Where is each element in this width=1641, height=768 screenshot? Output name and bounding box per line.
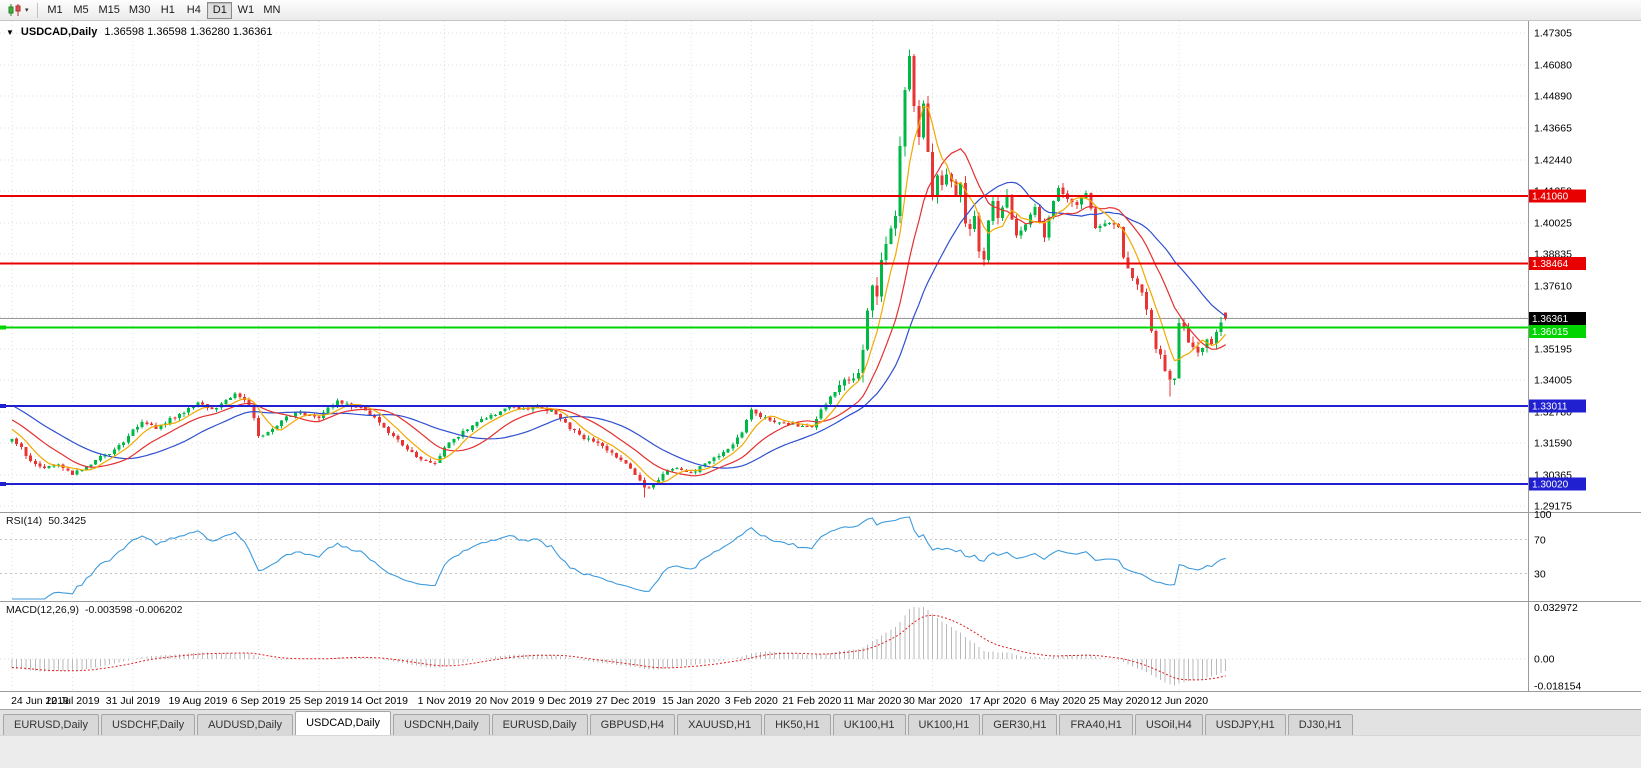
svg-text:12 Jul 2019: 12 Jul 2019 [45,695,99,707]
chart-ohlc: 1.36598 1.36598 1.36280 1.36361 [104,26,273,38]
timeframe-button-m30[interactable]: M30 [128,3,151,16]
chart-tab-uk100-h1[interactable]: UK100,H1 [907,714,981,735]
timeframe-button-m5[interactable]: M5 [73,3,89,16]
svg-text:1.47305: 1.47305 [1534,28,1572,40]
svg-text:1.36361: 1.36361 [1532,314,1569,325]
chart-tab-eurusd-daily[interactable]: EURUSD,Daily [3,714,99,735]
svg-text:17 Apr 2020: 17 Apr 2020 [969,695,1026,707]
chart-tab-eurusd-daily[interactable]: EURUSD,Daily [491,714,588,735]
chart-tab-usdjpy-h1[interactable]: USDJPY,H1 [1204,714,1286,735]
svg-text:-0.018154: -0.018154 [1534,681,1581,693]
timeframe-button-h1[interactable]: H1 [160,3,175,16]
timeframe-button-m1[interactable]: M1 [47,3,63,16]
chart-tab-hk50-h1[interactable]: HK50,H1 [764,714,831,735]
rsi-value: 50.3425 [48,515,87,527]
svg-text:1.40025: 1.40025 [1534,217,1572,229]
chart-tab-usoil-h4[interactable]: USOil,H4 [1134,714,1203,735]
chart-tab-dj30-h1[interactable]: DJ30,H1 [1287,714,1353,735]
svg-text:30: 30 [1534,569,1546,581]
svg-text:1.38464: 1.38464 [1532,259,1569,270]
svg-text:6 May 2020: 6 May 2020 [1031,695,1086,707]
toolbar-separator [36,2,38,18]
timeframe-button-h4[interactable]: H4 [186,3,201,16]
macd-signal-line [11,614,1226,681]
chart-tab-usdchf-daily[interactable]: USDCHF,Daily [100,714,196,735]
svg-text:0.032972: 0.032972 [1534,602,1578,614]
macd-values: -0.003598 -0.006202 [84,604,183,616]
candlesticks [10,49,1228,498]
timeframe-button-m15[interactable]: M15 [98,3,120,16]
svg-text:1.46080: 1.46080 [1534,59,1572,71]
svg-text:100: 100 [1534,509,1552,521]
macd-label: MACD(12,26,9) -0.003598 -0.006202 [6,604,182,616]
macd-name: MACD(12,26,9) [6,604,79,616]
horizontal-level-lines [0,194,1528,486]
chart-tab-ger30-h1[interactable]: GER30,H1 [982,714,1058,735]
svg-text:6 Sep 2019: 6 Sep 2019 [232,695,286,707]
svg-text:1.43665: 1.43665 [1534,122,1572,134]
chart-tab-usdcad-daily[interactable]: USDCAD,Daily [295,711,392,735]
svg-text:1.29175: 1.29175 [1534,501,1572,513]
svg-text:1.41060: 1.41060 [1532,191,1569,202]
svg-text:25 Sep 2019: 25 Sep 2019 [289,695,349,707]
price-tags: 1.41060 1.38464 1.36361 1.36015 1.33011 1.300… [1529,189,1586,491]
svg-text:14 Oct 2019: 14 Oct 2019 [351,695,408,707]
rsi-label: RSI(14) 50.3425 [6,515,86,527]
svg-text:30 Mar 2020: 30 Mar 2020 [903,695,962,707]
status-bar [0,735,1641,768]
chart-tab-audusd-daily[interactable]: AUDUSD,Daily [197,714,294,735]
svg-text:1.36015: 1.36015 [1532,327,1569,338]
svg-text:31 Jul 2019: 31 Jul 2019 [106,695,160,707]
svg-text:1.33011: 1.33011 [1532,401,1568,412]
chart-symbol: USDCAD,Daily [20,26,98,38]
timeframe-button-mn[interactable]: MN [263,3,281,16]
rsi-line [12,516,1226,600]
svg-text:15 Jan 2020: 15 Jan 2020 [662,695,720,707]
timeframe-buttons: M1 M5 M15 M30 H1 H4 D1 W1 MN [43,1,286,19]
svg-text:1.34005: 1.34005 [1534,374,1572,386]
chart-tab-uk100-h1[interactable]: UK100,H1 [832,714,906,735]
pane-separators [0,21,1641,692]
timeframe-button-d1[interactable]: D1 [207,1,233,19]
svg-text:24 Jun 2019: 24 Jun 2019 [11,695,69,707]
axis-labels: 1.473051.460801.448901.436651.424401.412… [11,28,1581,708]
chart-tabbar: EURUSD,Daily USDCHF,Daily AUDUSD,Daily USDC… [0,709,1641,735]
svg-text:1.31590: 1.31590 [1534,437,1572,449]
svg-text:1.44890: 1.44890 [1534,91,1572,103]
moving-averages [11,105,1227,484]
chart-type-button[interactable]: ▾ [4,2,32,18]
svg-text:25 May 2020: 25 May 2020 [1088,695,1149,707]
svg-text:12 Jun 2020: 12 Jun 2020 [1150,695,1208,707]
svg-text:11 Mar 2020: 11 Mar 2020 [843,695,901,707]
chart-title: ▼ USDCAD,Daily 1.36598 1.36598 1.36280 1… [6,26,273,38]
timeframe-button-w1[interactable]: W1 [237,3,255,16]
svg-text:1.42440: 1.42440 [1534,154,1572,166]
grid [0,21,1528,691]
svg-text:1.35195: 1.35195 [1534,343,1572,355]
svg-text:27 Dec 2019: 27 Dec 2019 [596,695,656,707]
top-toolbar: ▾ M1 M5 M15 M30 H1 H4 D1 W1 MN [0,0,1641,21]
svg-text:9 Dec 2019: 9 Dec 2019 [538,695,592,707]
svg-text:0.00: 0.00 [1534,654,1555,666]
rsi-name: RSI(14) [6,515,43,527]
svg-text:3 Feb 2020: 3 Feb 2020 [725,695,778,707]
candlestick-chart-icon [8,4,21,16]
chart-window: 1.473051.460801.448901.436651.424401.412… [0,21,1641,709]
svg-text:1 Nov 2019: 1 Nov 2019 [418,695,472,707]
svg-text:21 Feb 2020: 21 Feb 2020 [782,695,841,707]
chevron-down-icon: ▾ [25,6,29,14]
svg-text:1.37610: 1.37610 [1534,280,1572,292]
chart-tab-fra40-h1[interactable]: FRA40,H1 [1059,714,1133,735]
chart-menu-icon[interactable]: ▼ [6,27,14,37]
chart-tab-gbpusd-h4[interactable]: GBPUSD,H4 [589,714,676,735]
price-chart[interactable]: 1.473051.460801.448901.436651.424401.412… [0,21,1641,709]
chart-tab-usdcnh-daily[interactable]: USDCNH,Daily [393,714,490,735]
macd-histogram [11,607,1227,686]
svg-text:20 Nov 2019: 20 Nov 2019 [475,695,535,707]
svg-text:70: 70 [1534,535,1546,547]
chart-tab-xauusd-h1[interactable]: XAUUSD,H1 [677,714,763,735]
svg-text:1.30020: 1.30020 [1532,479,1569,490]
svg-text:19 Aug 2019: 19 Aug 2019 [169,695,228,707]
